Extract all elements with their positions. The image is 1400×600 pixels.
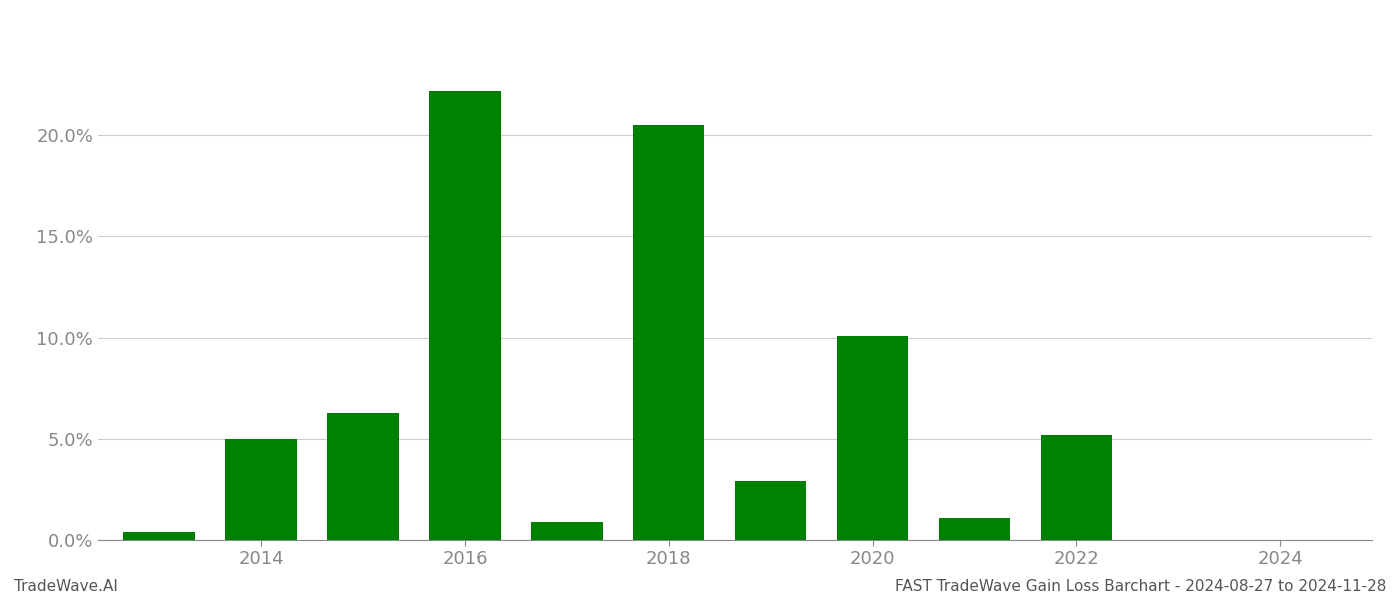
- Text: FAST TradeWave Gain Loss Barchart - 2024-08-27 to 2024-11-28: FAST TradeWave Gain Loss Barchart - 2024…: [895, 579, 1386, 594]
- Bar: [531, 522, 602, 540]
- Bar: [735, 481, 806, 540]
- Bar: [430, 91, 501, 540]
- Bar: [328, 413, 399, 540]
- Bar: [939, 518, 1011, 540]
- Bar: [837, 335, 909, 540]
- Bar: [1040, 435, 1112, 540]
- Bar: [225, 439, 297, 540]
- Text: TradeWave.AI: TradeWave.AI: [14, 579, 118, 594]
- Bar: [123, 532, 195, 540]
- Bar: [633, 125, 704, 540]
